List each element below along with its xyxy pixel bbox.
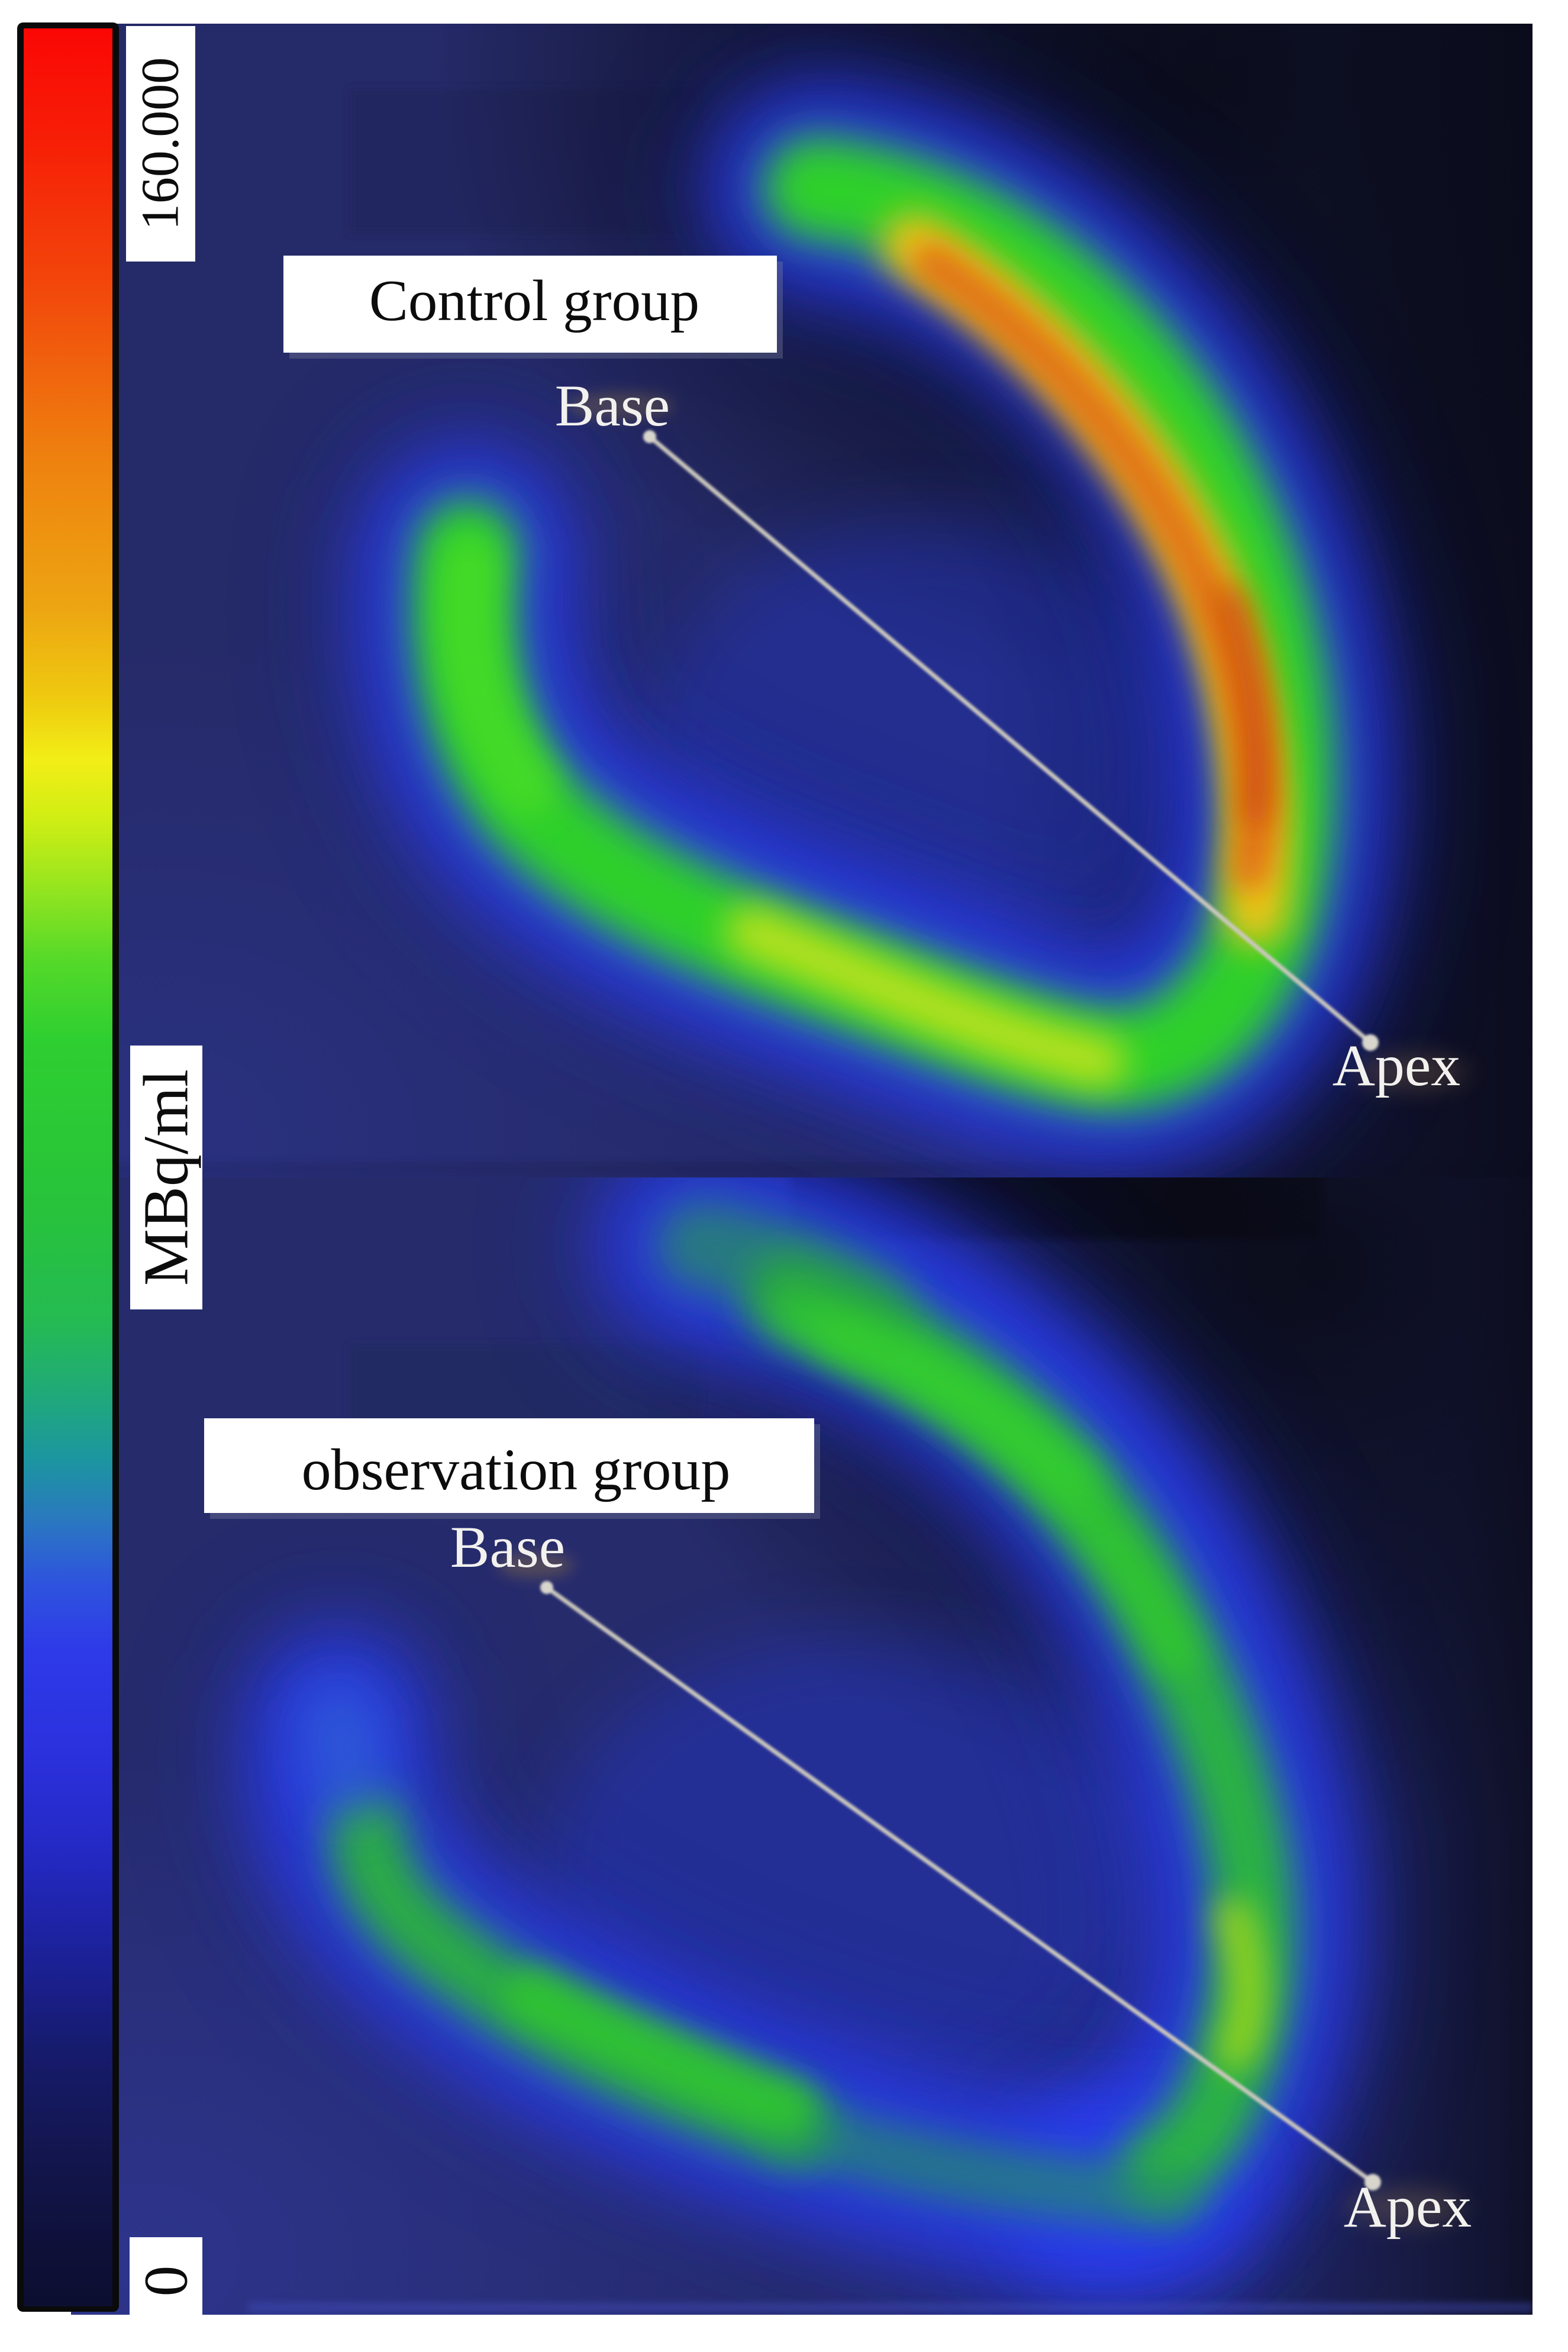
svg-text:Base: Base [555,373,670,438]
svg-text:160.000: 160.000 [131,57,190,231]
svg-text:MBq/ml: MBq/ml [131,1069,202,1286]
svg-text:Base: Base [450,1514,565,1580]
svg-text:0: 0 [131,2266,201,2297]
svg-text:Control group: Control group [369,269,699,333]
svg-text:Apex: Apex [1333,1033,1461,1098]
svg-text:Apex: Apex [1344,2174,1472,2240]
svg-text:observation group: observation group [302,1437,731,1502]
